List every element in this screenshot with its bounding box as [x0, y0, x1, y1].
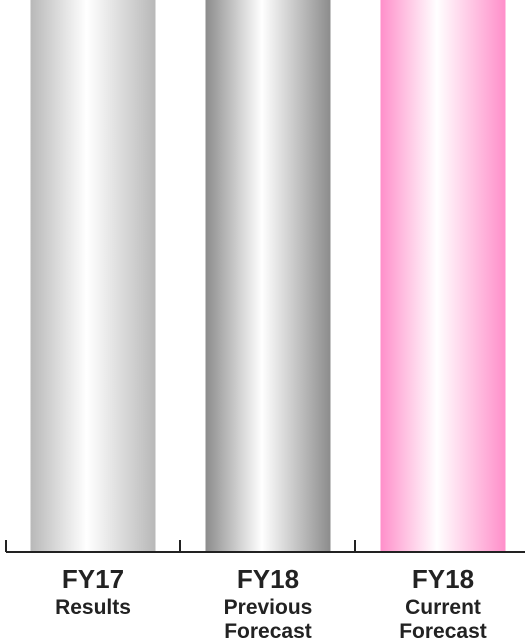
category-label-3-line2: Current [405, 596, 481, 619]
bars-layer [30, 0, 506, 552]
category-label-1-line2: Results [55, 596, 131, 619]
category-label-3-line1: FY18 [412, 564, 474, 594]
bar-2 [205, 0, 331, 552]
category-labels-layer: FY17ResultsFY18PreviousForecastFY18Curre… [55, 564, 487, 643]
category-label-2-line1: FY18 [237, 564, 299, 594]
category-label-3-line3: Forecast [399, 620, 487, 643]
category-label-2-line2: Previous [224, 596, 313, 619]
category-label-2-line3: Forecast [224, 620, 312, 643]
category-label-1-line1: FY17 [62, 564, 124, 594]
bar-1 [30, 0, 156, 552]
x-axis [5, 540, 525, 553]
bar-3 [380, 0, 506, 552]
